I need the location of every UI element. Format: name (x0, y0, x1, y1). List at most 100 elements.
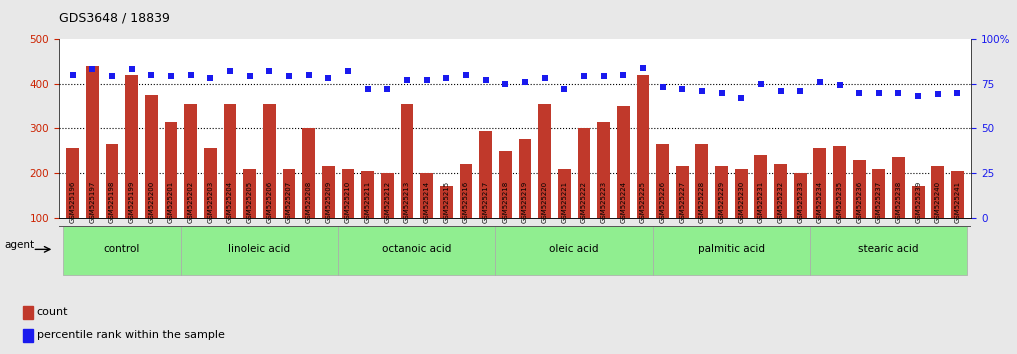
Point (733, 95, 750, 101)
Text: GSM525201: GSM525201 (168, 181, 174, 223)
Bar (853, 160, 865, 262)
Bar (499, 151, 512, 262)
Point (458, 72, 474, 78)
Point (163, 74, 179, 79)
Bar (302, 129, 315, 262)
Point (753, 81, 769, 86)
Text: oleic acid: oleic acid (549, 244, 599, 255)
Bar (656, 144, 669, 262)
Bar (558, 169, 571, 262)
Bar (224, 104, 236, 262)
Text: GSM525233: GSM525233 (797, 181, 803, 223)
Point (281, 74, 297, 79)
Point (772, 88, 788, 93)
Bar (637, 75, 649, 262)
Text: GSM525198: GSM525198 (109, 180, 115, 223)
Text: stearic acid: stearic acid (858, 244, 919, 255)
Point (419, 77, 435, 83)
Bar (165, 122, 177, 262)
Bar (86, 66, 99, 262)
Text: GSM525209: GSM525209 (325, 181, 332, 223)
Point (654, 84, 670, 90)
Text: agent: agent (5, 240, 35, 250)
Text: GSM525229: GSM525229 (719, 181, 724, 223)
Point (222, 68, 238, 74)
Bar (440, 187, 453, 262)
Point (792, 88, 809, 93)
Point (65, 72, 81, 78)
Bar (361, 171, 374, 262)
Text: GSM525217: GSM525217 (483, 181, 488, 223)
Point (556, 86, 573, 92)
Bar (322, 166, 335, 262)
Bar (951, 171, 964, 262)
Text: GSM525214: GSM525214 (424, 181, 429, 223)
Bar (125, 75, 138, 262)
Bar (243, 169, 256, 262)
Bar (696, 144, 708, 262)
Bar (715, 166, 728, 262)
Bar (106, 144, 118, 262)
FancyBboxPatch shape (339, 226, 495, 275)
Text: GSM525232: GSM525232 (778, 181, 783, 223)
Text: count: count (37, 307, 68, 318)
Point (576, 74, 592, 79)
Point (478, 77, 494, 83)
Text: GSM525237: GSM525237 (876, 181, 882, 223)
Point (261, 68, 278, 74)
Point (694, 88, 710, 93)
Point (379, 86, 396, 92)
Point (812, 79, 828, 85)
Text: GSM525203: GSM525203 (207, 181, 214, 223)
FancyBboxPatch shape (63, 226, 181, 275)
Bar (479, 131, 492, 262)
Point (930, 92, 946, 97)
Point (890, 90, 906, 96)
Text: GSM525216: GSM525216 (463, 181, 469, 223)
Bar (342, 169, 354, 262)
Text: GSM525240: GSM525240 (935, 181, 941, 223)
Text: GSM525226: GSM525226 (660, 181, 665, 223)
Point (104, 74, 120, 79)
Bar (381, 173, 394, 262)
Point (242, 74, 258, 79)
Bar (184, 104, 197, 262)
Point (674, 86, 691, 92)
Text: GSM525210: GSM525210 (345, 181, 351, 223)
Text: GSM525230: GSM525230 (738, 181, 744, 223)
Bar (794, 173, 806, 262)
Bar (145, 95, 158, 262)
Text: control: control (104, 244, 140, 255)
FancyBboxPatch shape (810, 226, 967, 275)
Text: GSM525204: GSM525204 (227, 181, 233, 223)
Point (713, 90, 729, 96)
Point (301, 72, 317, 78)
Text: GSM525238: GSM525238 (896, 181, 901, 223)
Text: GSM525215: GSM525215 (443, 181, 450, 223)
Point (84, 67, 101, 72)
Bar (519, 139, 531, 262)
Bar (892, 158, 905, 262)
FancyBboxPatch shape (181, 226, 339, 275)
Point (399, 77, 415, 83)
Bar (578, 129, 590, 262)
Text: GSM525239: GSM525239 (915, 181, 921, 223)
Text: linoleic acid: linoleic acid (229, 244, 291, 255)
Text: GSM525227: GSM525227 (679, 181, 685, 223)
Text: GSM525207: GSM525207 (286, 181, 292, 223)
Text: GSM525224: GSM525224 (620, 181, 626, 223)
Bar (263, 104, 276, 262)
Point (851, 90, 868, 96)
Text: GSM525222: GSM525222 (581, 181, 587, 223)
Text: GSM525235: GSM525235 (837, 181, 842, 223)
Text: GSM525205: GSM525205 (247, 181, 252, 223)
Bar (755, 155, 767, 262)
Bar (283, 169, 295, 262)
Bar (932, 166, 944, 262)
Bar (66, 148, 79, 262)
Bar (735, 169, 747, 262)
Text: GSM525241: GSM525241 (955, 181, 960, 223)
Point (949, 90, 965, 96)
Bar (597, 122, 610, 262)
Text: GSM525199: GSM525199 (129, 180, 134, 223)
